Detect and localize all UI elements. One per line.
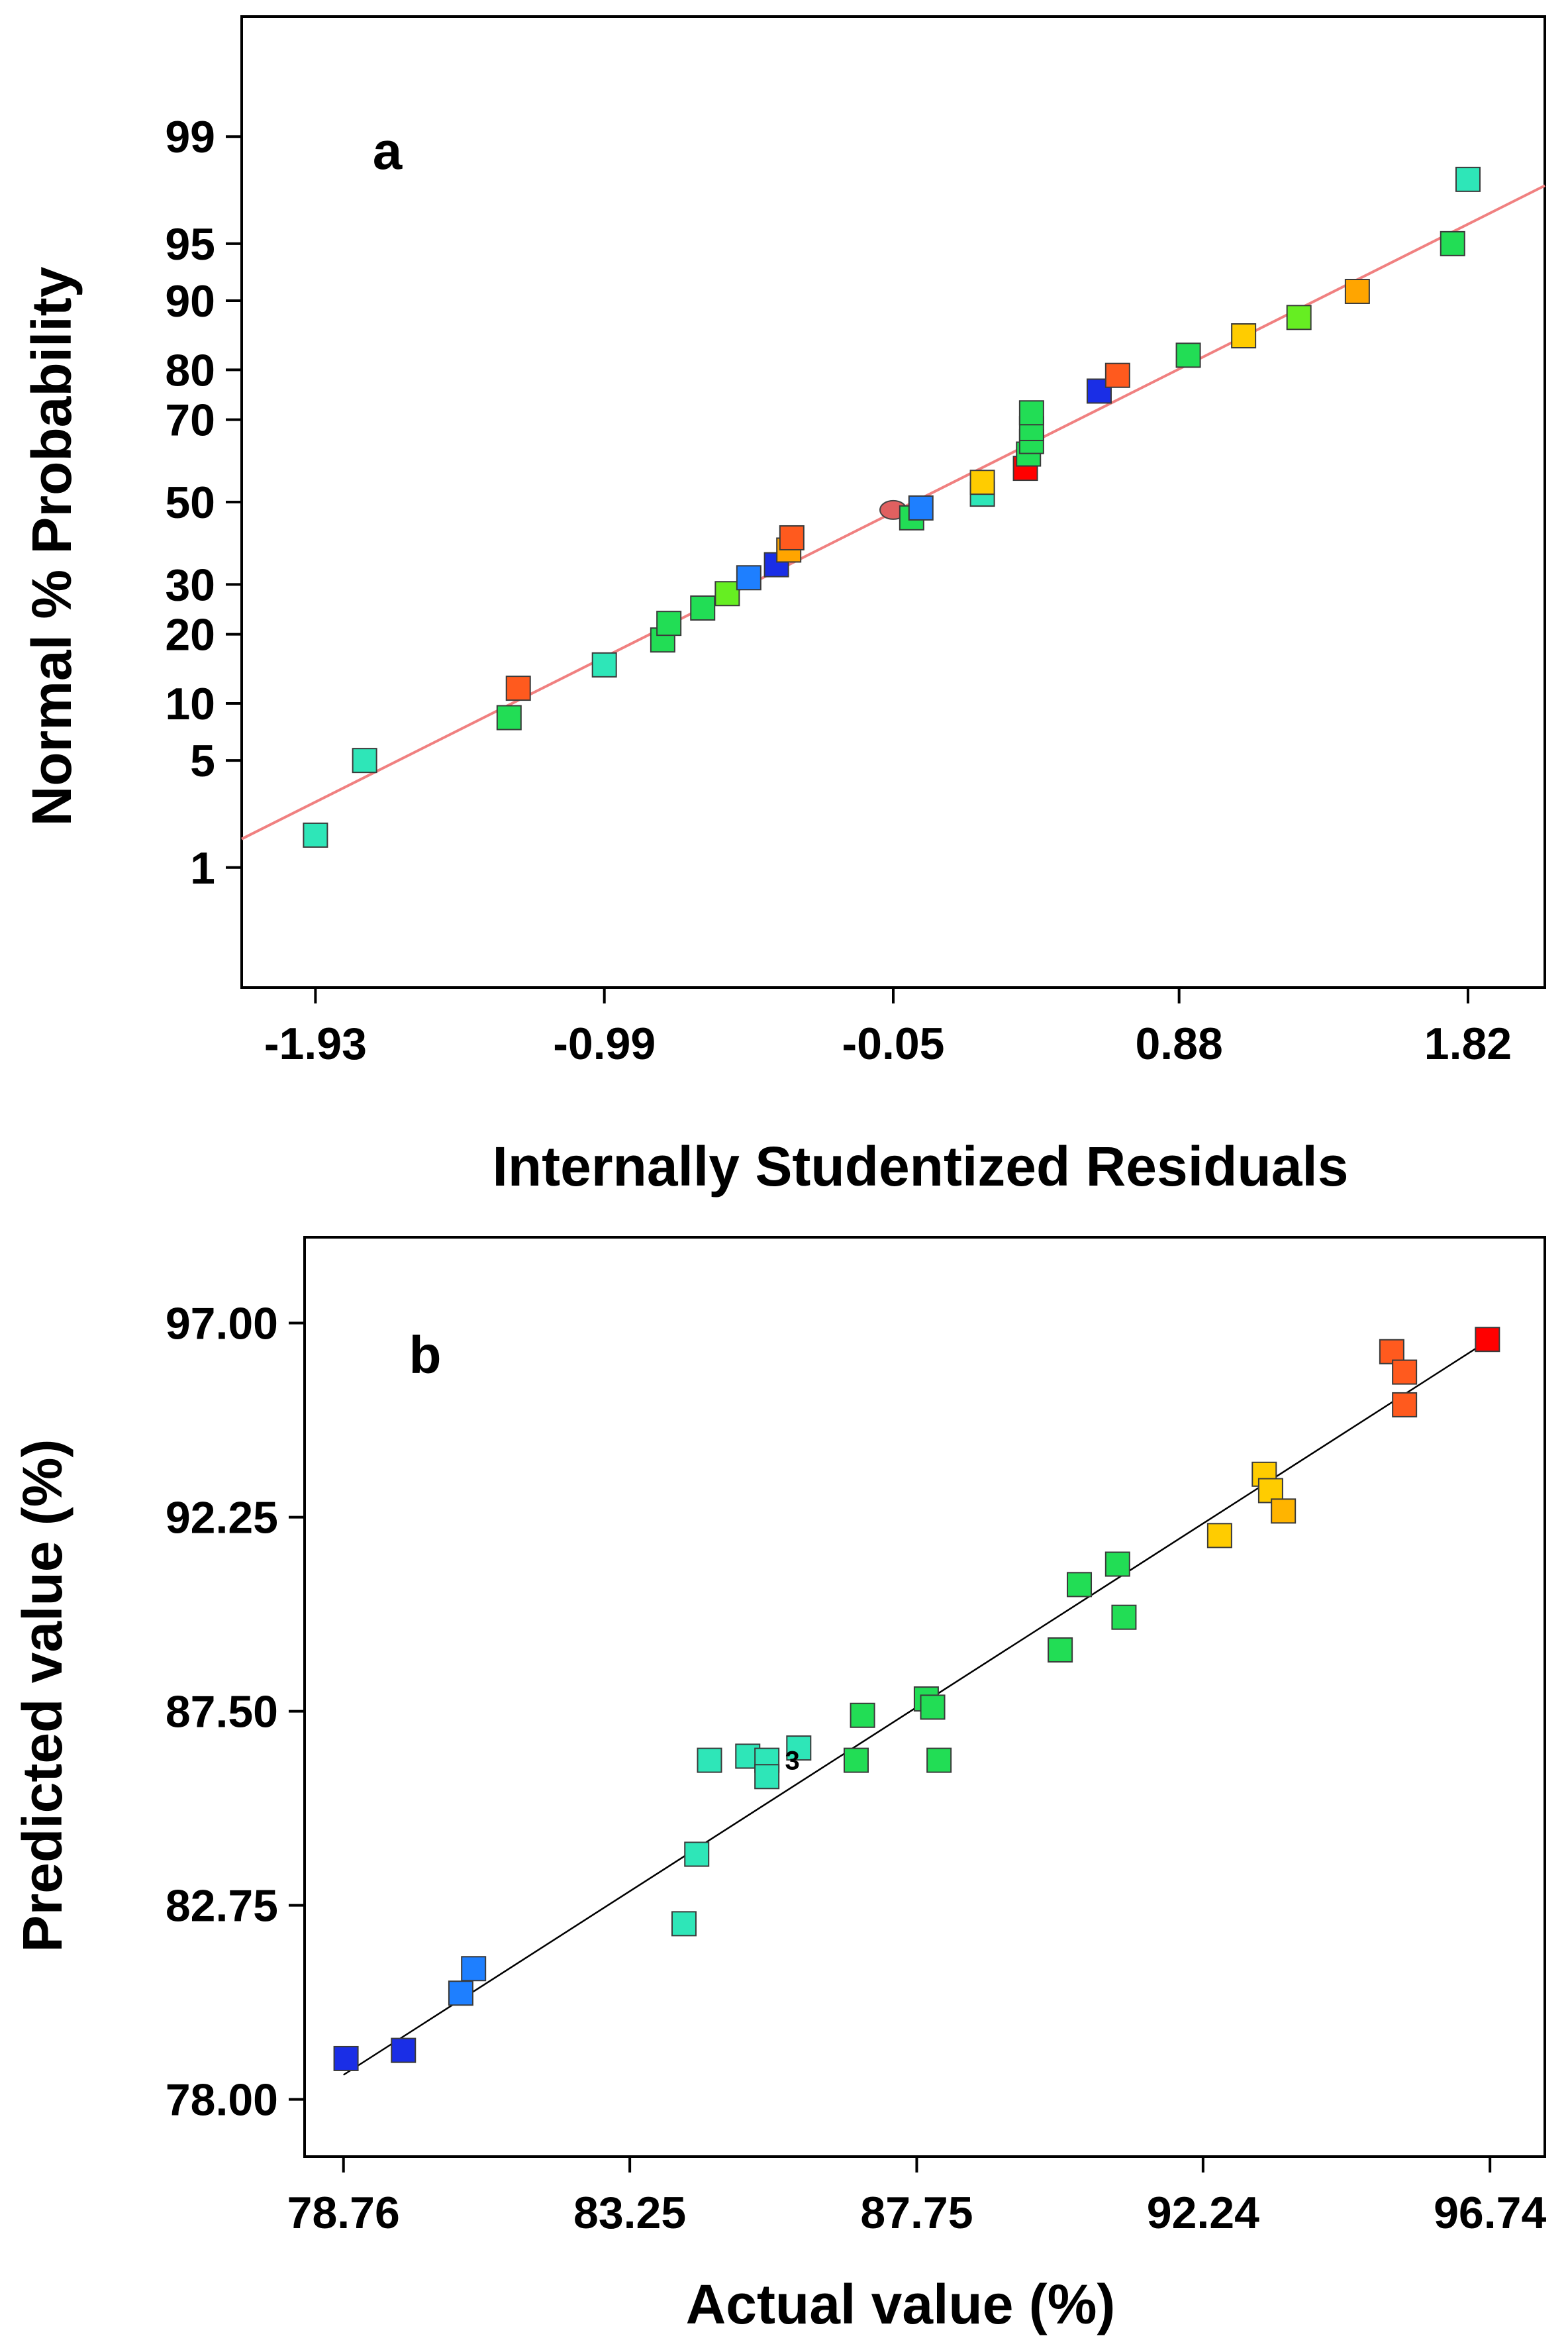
panel-b-x-axis-ticks: 78.76 83.25 87.75 92.24 96.74 (287, 2157, 1546, 2238)
panel-b-data-point (850, 1702, 875, 1728)
panel-a-y-tick-label: 95 (165, 219, 215, 270)
panel-b-data-point (1111, 1604, 1137, 1630)
panel-a-x-tick-label: 0.88 (1135, 1019, 1222, 1069)
panel-a-data-point (714, 581, 740, 607)
panel-b-data-point (1271, 1498, 1297, 1524)
panel-b-data-point (754, 1764, 780, 1790)
panel-a-x-axis-title: Internally Studentized Residuals (493, 1135, 1349, 1198)
panel-b-data-point (1475, 1327, 1500, 1353)
panel-a-data-point (352, 748, 377, 774)
panel-b-y-tick-label: 82.75 (166, 1881, 278, 1931)
panel-a-y-tick-label: 1 (190, 843, 215, 894)
panel-b-data-point (333, 2045, 359, 2071)
panel-b-y-axis-title: Predicted value (%) (11, 1439, 74, 1953)
panel-b-data-point (697, 1747, 722, 1773)
panel-b-data-point (843, 1747, 869, 1773)
panel-a-data-point (690, 595, 716, 621)
panel-a-data-point (303, 822, 328, 848)
panel-b-data-point (1392, 1392, 1418, 1417)
panel-a-y-tick-label: 70 (165, 395, 215, 446)
panel-b-data-point (1104, 1551, 1130, 1577)
panel-a-data-point (779, 525, 805, 550)
panel-a-data-point (1104, 362, 1130, 388)
panel-b-points-group (333, 1327, 1500, 2071)
panel-b-data-point (926, 1747, 952, 1773)
panel-a-x-tick-label: -0.99 (553, 1019, 656, 1069)
panel-b-y-axis-ticks: 78.00 82.75 87.50 92.25 97.00 (166, 1299, 305, 2125)
panel-a-x-axis-ticks: -1.93 -0.99 -0.05 0.88 1.82 (264, 988, 1512, 1069)
panel-b-x-tick-label: 87.75 (860, 2188, 973, 2238)
panel-a-data-point (1344, 278, 1370, 304)
panel-b-data-point (1067, 1572, 1093, 1598)
panel-a-x-tick-label: 1.82 (1424, 1019, 1512, 1069)
panel-b-data-point (920, 1694, 946, 1720)
panel-b-data-point (786, 1735, 812, 1761)
panel-b-y-tick-label: 97.00 (166, 1299, 278, 1349)
panel-a-label: a (373, 121, 403, 180)
panel-a-data-point (591, 652, 617, 678)
panel-a-data-point (505, 676, 531, 701)
panel-b-data-point (1048, 1637, 1073, 1663)
panel-a-data-point (736, 565, 761, 591)
panel-b-data-point (1392, 1359, 1418, 1385)
panel-b-predicted-vs-actual-plot: 78.00 82.75 87.50 92.25 97.00 78.76 83.25 87.7… (11, 1236, 1546, 2335)
panel-b-data-point (1206, 1523, 1232, 1549)
panel-a-data-point (1018, 400, 1044, 426)
panel-b-x-tick-label: 92.24 (1147, 2188, 1259, 2238)
panel-b-data-point (448, 1980, 473, 2006)
panel-a-y-tick-label: 5 (190, 736, 215, 786)
panel-a-y-tick-label: 80 (165, 345, 215, 395)
panel-a-y-tick-label: 30 (165, 560, 215, 610)
panel-a-data-point (1231, 323, 1257, 349)
panel-b-y-tick-label: 78.00 (166, 2075, 278, 2125)
panel-b-overlap-count-annotation: 3 (785, 1747, 800, 1776)
panel-b-data-point (684, 1841, 710, 1867)
panel-b-x-axis-title: Actual value (%) (686, 2273, 1116, 2335)
panel-a-x-tick-label: -1.93 (264, 1019, 367, 1069)
panel-a-data-point (1455, 166, 1481, 192)
panel-a-y-axis-title: Normal % Probability (21, 266, 83, 826)
panel-b-x-tick-label: 78.76 (287, 2188, 400, 2238)
panel-a-y-tick-label: 10 (165, 679, 215, 729)
panel-b-data-point (671, 1911, 697, 1937)
panel-a-data-point (1175, 342, 1201, 368)
panel-a-points-group (303, 166, 1481, 848)
panel-b-y-tick-label: 87.50 (166, 1687, 278, 1737)
panel-b-data-point (391, 2037, 416, 2063)
panel-b-data-point (461, 1956, 487, 1982)
panel-b-x-tick-label: 83.25 (573, 2188, 686, 2238)
panel-a-data-point (496, 705, 522, 731)
panel-b-label: b (409, 1325, 442, 1384)
panel-a-y-tick-label: 20 (165, 610, 215, 660)
panel-a-data-point (969, 470, 995, 495)
panel-a-data-point (1286, 305, 1312, 331)
panel-a-y-tick-label: 90 (165, 276, 215, 327)
panel-a-y-tick-label: 99 (165, 112, 215, 162)
panel-a-data-point (908, 495, 934, 521)
panel-b-x-tick-label: 96.74 (1434, 2188, 1546, 2238)
panel-a-x-tick-label: -0.05 (842, 1019, 945, 1069)
panel-b-y-tick-label: 92.25 (166, 1493, 278, 1543)
panel-a-data-point (656, 611, 682, 637)
panel-a-data-point (1440, 230, 1465, 256)
panel-a-y-tick-label: 50 (165, 478, 215, 528)
